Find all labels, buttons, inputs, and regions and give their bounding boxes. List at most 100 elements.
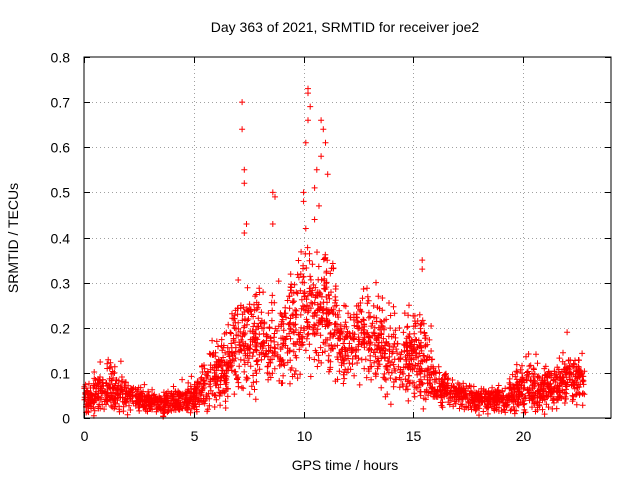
data-point [307, 285, 314, 292]
data-point [110, 399, 117, 406]
data-point [438, 402, 445, 409]
data-point [248, 383, 255, 390]
data-point [513, 407, 520, 414]
data-point [300, 262, 307, 269]
data-point [295, 257, 302, 264]
data-point [303, 316, 310, 323]
data-point [259, 340, 266, 346]
data-point [534, 374, 541, 381]
data-point [375, 334, 382, 340]
data-point [108, 363, 114, 370]
data-point [161, 406, 167, 413]
data-point [142, 406, 149, 413]
data-point [412, 320, 419, 327]
data-point [256, 285, 263, 292]
data-point [118, 384, 125, 391]
data-point [253, 378, 260, 385]
data-point [417, 388, 423, 395]
data-point [576, 368, 583, 375]
data-point [515, 384, 522, 391]
data-point [473, 406, 480, 413]
data-point [328, 289, 334, 296]
data-point [349, 335, 355, 342]
data-point [311, 216, 318, 223]
data-point [382, 354, 389, 361]
data-point [197, 391, 204, 398]
data-point [235, 332, 242, 339]
data-point [326, 295, 333, 302]
data-point [231, 325, 238, 331]
data-point [512, 398, 519, 405]
data-point [274, 353, 281, 360]
data-point [363, 374, 370, 381]
data-point [305, 117, 311, 124]
data-point [512, 373, 519, 380]
data-point [305, 90, 311, 97]
data-point [459, 387, 465, 394]
data-point [484, 398, 491, 405]
data-point [364, 285, 370, 292]
data-point [330, 333, 336, 340]
data-point [232, 339, 238, 346]
data-point [315, 276, 322, 283]
data-point [269, 189, 276, 196]
data-point [253, 370, 260, 377]
data-point [576, 390, 583, 397]
data-point [255, 323, 262, 330]
data-point [84, 408, 91, 415]
data-point [404, 386, 411, 393]
data-point [410, 348, 416, 355]
data-point [531, 377, 538, 384]
data-point [264, 363, 271, 370]
data-point [217, 402, 224, 409]
data-point [365, 347, 372, 354]
data-point [369, 320, 376, 327]
data-point [286, 305, 293, 312]
data-point [218, 358, 225, 364]
data-point [85, 409, 92, 416]
data-point [238, 347, 245, 354]
data-point [345, 366, 352, 373]
data-point [271, 330, 278, 337]
data-point [358, 308, 365, 315]
ticks [84, 57, 611, 419]
data-point [190, 396, 197, 403]
data-point [342, 319, 349, 326]
data-point [244, 307, 251, 314]
data-point [466, 382, 473, 389]
data-point [211, 392, 218, 399]
data-point [318, 117, 325, 124]
data-point [369, 332, 376, 339]
data-point [97, 388, 104, 395]
data-point [165, 407, 172, 414]
data-point [357, 300, 364, 306]
data-point [416, 350, 423, 357]
data-point [511, 410, 518, 417]
data-point [249, 328, 256, 335]
data-point [373, 279, 379, 286]
data-point [495, 382, 502, 389]
data-point [305, 330, 312, 337]
data-point [526, 363, 533, 370]
data-point [246, 391, 253, 398]
data-point [378, 355, 385, 362]
chart-title: Day 363 of 2021, SRMTID for receiver joe… [211, 19, 480, 35]
data-point [426, 336, 433, 343]
data-point [240, 304, 247, 311]
data-point [372, 349, 378, 356]
data-point [146, 392, 153, 399]
data-point [431, 376, 438, 383]
data-point [221, 359, 228, 366]
data-point [405, 397, 412, 404]
data-point [492, 397, 498, 404]
data-point [263, 337, 270, 344]
data-point [420, 405, 427, 412]
data-point [232, 307, 239, 314]
data-point [334, 376, 341, 383]
data-point [406, 302, 412, 309]
data-point [562, 371, 569, 378]
data-point [423, 357, 430, 364]
data-point [349, 348, 356, 354]
data-point [193, 385, 199, 392]
data-point [113, 377, 120, 383]
